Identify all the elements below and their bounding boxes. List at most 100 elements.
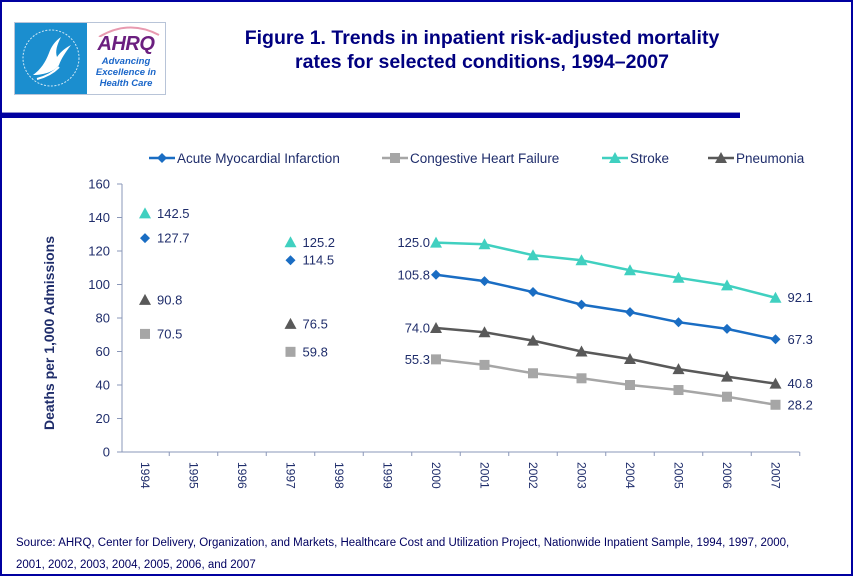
y-tick-label: 20 [96,411,110,426]
x-tick-label: 1996 [235,462,249,489]
x-tick-label: 2007 [769,462,783,489]
series-pneumonia [139,293,782,389]
data-point-pneumonia [139,293,151,305]
x-tick-label: 1995 [187,462,201,489]
data-point-stroke [478,238,491,250]
line-chart: Acute Myocardial Infarction Congestive He… [41,151,813,489]
data-label: 74.0 [405,321,430,336]
chart-series [139,207,782,410]
data-point-congestive-heart-failure [431,354,441,365]
data-label: 40.8 [788,376,813,391]
data-point-acute-myocardial-infarction [576,299,587,310]
data-label: 105.8 [397,267,430,282]
legend-swatch-marker [609,152,621,163]
data-label: 55.3 [405,352,430,367]
y-tick-label: 0 [103,445,110,460]
x-tick-label: 2000 [429,462,443,489]
series-line-acute-myocardial-infarction [435,273,776,341]
x-tick-label: 2004 [623,462,637,489]
chart-axes: 0 20 40 60 80 100 120 140 160 1994 1995 1996 1997 199… [88,177,801,489]
data-point-acute-myocardial-infarction [285,255,296,266]
data-point-pneumonia [478,326,491,338]
ahrq-brand: AHRQ Advancing Excellence in Health Care [89,25,163,92]
data-point-acute-myocardial-infarction [770,334,781,345]
legend-label: Acute Myocardial Infarction [177,151,340,166]
series-congestive-heart-failure [140,328,781,410]
data-label: 76.5 [303,316,328,331]
data-point-acute-myocardial-infarction [625,307,635,318]
y-tick-label: 80 [96,311,110,326]
data-point-pneumonia [624,353,636,365]
data-point-acute-myocardial-infarction [528,287,538,298]
data-label: 114.5 [303,253,335,268]
x-tick-label: 1994 [138,462,152,489]
title-divider [2,112,740,118]
data-label: 125.2 [303,235,336,250]
data-point-congestive-heart-failure [576,373,587,384]
legend-swatch-marker [390,153,400,163]
source-line-1: Source: AHRQ, Center for Delivery, Organ… [16,537,790,549]
x-tick-label: 2001 [478,462,492,489]
figure-title: Figure 1. Trends in inpatient risk-adjus… [202,26,762,74]
data-point-pneumonia [721,370,733,382]
data-point-stroke [527,249,539,261]
x-tick-label: 1998 [332,462,346,489]
source-line-2: 2001, 2002, 2003, 2004, 2005, 2006, and … [16,559,256,571]
x-tick-label: 2006 [720,462,734,489]
series-line-congestive-heart-failure [435,358,776,406]
x-tick-label: 2003 [575,462,589,489]
series-line-stroke [435,241,776,299]
y-tick-label: 140 [88,210,110,225]
data-point-congestive-heart-failure [479,359,490,370]
ahrq-tagline-3: Health Care [99,78,153,89]
y-tick-label: 40 [96,378,110,393]
data-point-congestive-heart-failure [770,399,781,410]
legend-label: Congestive Heart Failure [410,151,559,166]
data-point-acute-myocardial-infarction [722,323,732,334]
y-tick-label: 160 [88,177,110,192]
data-point-stroke [769,291,782,303]
series-line-pneumonia [435,326,776,385]
ahrq-tagline-2: Excellence in [95,67,157,78]
x-tick-label: 2005 [672,462,686,489]
data-point-stroke [284,236,297,248]
chart-legend: Acute Myocardial Infarction Congestive He… [149,151,805,166]
data-label: 70.5 [157,326,182,341]
data-point-acute-myocardial-infarction [431,269,441,280]
data-point-pneumonia [672,363,685,375]
series-acute-myocardial-infarction [140,233,781,345]
title-line-2: rates for selected conditions, 1994–2007 [295,51,669,73]
title-line-1: Figure 1. Trends in inpatient risk-adjus… [244,27,720,49]
x-tick-label: 2002 [526,462,540,489]
data-label: 67.3 [788,332,813,347]
legend-swatch-marker [157,153,167,163]
data-point-acute-myocardial-infarction [140,233,150,244]
data-point-stroke [139,207,151,219]
data-label: 28.2 [788,397,813,412]
y-axis-label: Deaths per 1,000 Admissions [41,236,57,430]
data-labels: 127.7 114.5 105.8 67.3 70.5 59.8 55.3 28.2 142.5… [157,206,813,412]
data-point-congestive-heart-failure [140,328,150,339]
data-point-congestive-heart-failure [528,368,538,379]
data-point-stroke [575,254,588,266]
hhs-eagle-logo-icon [15,23,87,94]
data-point-stroke [721,279,733,291]
data-point-congestive-heart-failure [722,391,732,402]
y-tick-label: 100 [88,277,110,292]
legend-item-pneumonia: Pneumonia [708,151,805,166]
y-tick-label: 120 [88,244,110,259]
legend-label: Stroke [630,151,669,166]
data-point-pneumonia [769,377,782,389]
data-point-stroke [672,271,685,283]
data-point-congestive-heart-failure [625,380,635,390]
ahrq-logo: AHRQ Advancing Excellence in Health Care [14,22,166,95]
data-point-pneumonia [575,345,588,357]
ahrq-tagline-1: Advancing [101,56,151,67]
ahrq-wordmark: AHRQ [97,33,155,55]
data-point-pneumonia [527,334,539,346]
data-point-pneumonia [430,322,442,334]
data-label: 90.8 [157,292,182,307]
source-note: Source: AHRQ, Center for Delivery, Organ… [16,532,846,576]
series-stroke [139,207,782,303]
